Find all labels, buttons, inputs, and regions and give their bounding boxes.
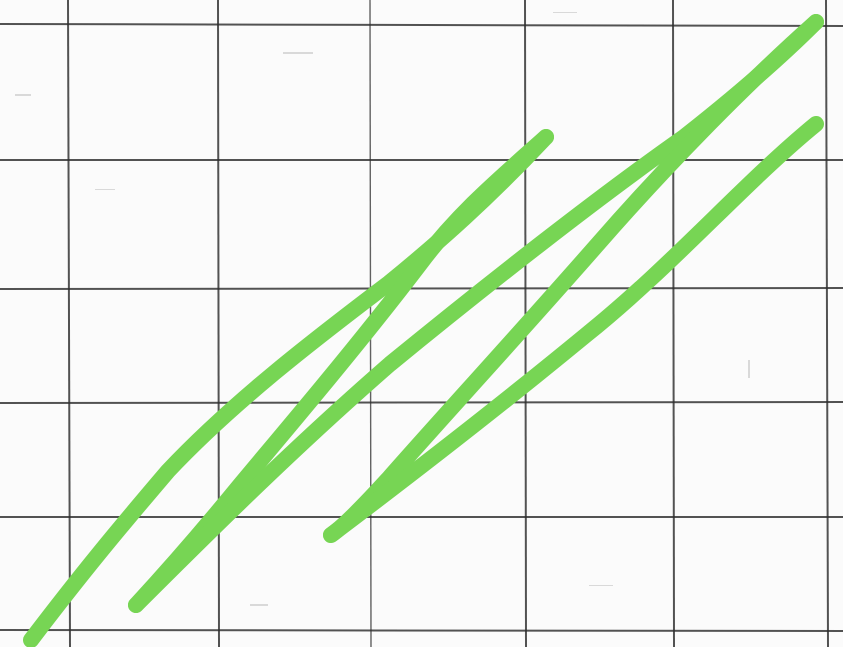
- paper-speck: [283, 52, 313, 54]
- grid-line-vertical: [217, 0, 220, 647]
- paper-speck: [553, 12, 577, 13]
- grid-line-horizontal: [0, 401, 843, 404]
- grid-line-vertical: [672, 0, 675, 647]
- grid-line-vertical: [67, 0, 71, 647]
- grid-line-horizontal: [0, 287, 843, 290]
- grid-line-vertical: [825, 0, 829, 647]
- paper-speck: [15, 94, 31, 96]
- grid-line-horizontal: [0, 23, 843, 27]
- paper-speck: [589, 585, 613, 586]
- paper-speck: [95, 189, 115, 190]
- paper-speck: [250, 604, 268, 606]
- paper-specks: [15, 12, 750, 606]
- paper-speck: [748, 360, 750, 378]
- scribble-stroke: [323, 116, 824, 543]
- grid-line-horizontal: [0, 629, 843, 632]
- green-scribble: [23, 14, 824, 647]
